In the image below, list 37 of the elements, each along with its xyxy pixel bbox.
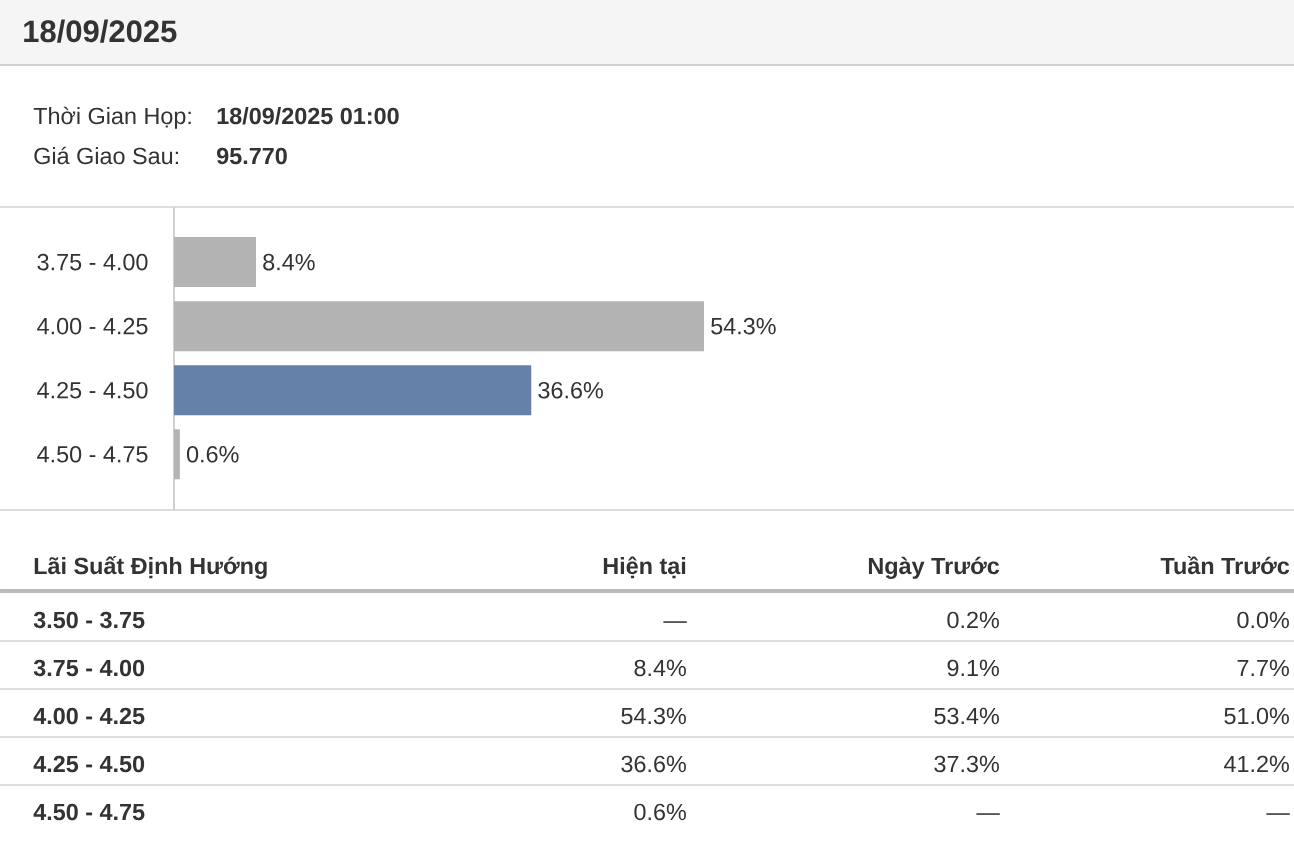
text: 7.7%: [1237, 659, 1289, 677]
text: 8.4%: [634, 659, 686, 677]
text: Thời Gian Họp:: [33, 106, 191, 129]
y-tick-label: 4.00 - 4.25: [37, 317, 148, 335]
text: 37.3%: [934, 755, 999, 773]
data-label: 54.3%: [711, 317, 776, 335]
text: Giá Giao Sau:: [34, 146, 179, 165]
text: Lãi Suất Định Hướng: [34, 556, 267, 579]
text: 51.0%: [1224, 707, 1289, 725]
text: 95.770: [217, 147, 287, 165]
text: 9.1%: [947, 659, 999, 677]
text: —: [663, 621, 687, 623]
y-tick-label: 4.25 - 4.50: [37, 381, 148, 399]
text: 18/09/2025: [24, 19, 177, 43]
text: Hiện tại: [603, 556, 686, 579]
bar: [174, 237, 256, 288]
text: 54.3%: [621, 707, 686, 725]
text: 53.4%: [934, 707, 999, 725]
text: 0.6%: [634, 803, 686, 821]
text: 18/09/2025 01:00: [217, 107, 399, 125]
data-label: 8.4%: [263, 253, 315, 271]
text: 36.6%: [621, 755, 686, 773]
text: 41.2%: [1223, 755, 1289, 773]
bar: [174, 365, 532, 416]
text: Ngày Trước: [868, 556, 1000, 579]
y-tick-label: 4.50 - 4.75: [37, 445, 148, 463]
bar: [174, 301, 704, 352]
bar: [174, 429, 180, 480]
text: 0.0%: [1237, 611, 1289, 629]
text: —: [976, 813, 1000, 815]
data-label: 36.6%: [538, 381, 603, 399]
text: 0.2%: [947, 611, 999, 629]
data-label: 0.6%: [186, 445, 239, 463]
text: 3.50 - 3.75: [33, 611, 145, 629]
y-tick-label: 3.75 - 4.00: [37, 253, 148, 271]
text: Tuần Trước: [1160, 556, 1290, 575]
text: —: [1266, 813, 1290, 815]
